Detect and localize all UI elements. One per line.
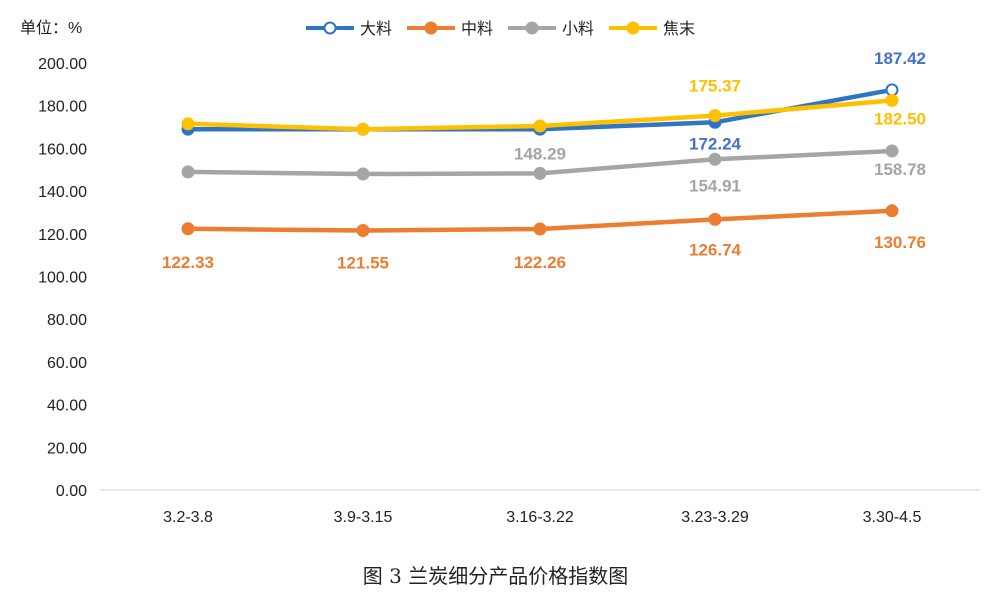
y-tick-label: 200.00 — [38, 56, 87, 73]
data-label: 122.33 — [162, 253, 214, 272]
y-axis: 0.00 20.00 40.00 60.00 80.00 100.00 120.00 140.… — [38, 56, 87, 500]
legend: 大料 中料 小料 焦末 — [306, 20, 695, 38]
series-lines — [181, 83, 899, 237]
y-tick-label: 0.00 — [56, 483, 87, 500]
data-label: 121.55 — [337, 253, 389, 272]
legend-entry: 中料 — [461, 20, 493, 38]
data-point — [356, 167, 370, 181]
data-label: 126.74 — [689, 240, 742, 259]
data-labels: 172.24 187.42 122.33 121.55 122.26 126.74 130.… — [162, 49, 926, 273]
unit-label: 单位：% — [20, 19, 82, 37]
x-tick-label: 3.16-3.22 — [506, 509, 574, 526]
legend-marker — [525, 21, 539, 35]
data-point — [181, 165, 195, 179]
data-label: 172.24 — [689, 134, 742, 153]
data-point — [533, 166, 547, 180]
data-point — [885, 144, 899, 158]
x-tick-label: 3.30-4.5 — [863, 509, 922, 526]
data-label: 122.26 — [514, 253, 566, 272]
x-tick-label: 3.23-3.29 — [681, 509, 749, 526]
x-tick-label: 3.9-3.15 — [334, 509, 393, 526]
y-tick-label: 40.00 — [47, 398, 87, 415]
data-point — [181, 222, 195, 236]
legend-entry: 大料 — [360, 20, 392, 38]
legend-marker — [323, 21, 337, 35]
legend-marker — [424, 21, 438, 35]
data-point — [885, 204, 899, 218]
data-point — [533, 222, 547, 236]
y-tick-label: 100.00 — [38, 270, 87, 287]
y-tick-label: 140.00 — [38, 184, 87, 201]
data-point — [708, 109, 722, 123]
y-tick-label: 80.00 — [47, 312, 87, 329]
data-point — [885, 83, 899, 97]
legend-entry: 焦末 — [663, 20, 695, 38]
data-point — [708, 212, 722, 226]
data-point — [533, 119, 547, 133]
legend-entry: 小料 — [562, 20, 594, 38]
data-label: 130.76 — [874, 233, 926, 252]
data-point — [708, 152, 722, 166]
data-label: 148.29 — [514, 144, 566, 163]
x-axis: 3.2-3.8 3.9-3.15 3.16-3.22 3.23-3.29 3.30-4.… — [163, 509, 921, 526]
figure-caption: 图 3 兰炭细分产品价格指数图 — [362, 564, 629, 588]
data-point — [181, 117, 195, 131]
data-label: 187.42 — [874, 49, 926, 68]
legend-marker — [626, 21, 640, 35]
data-point — [356, 224, 370, 237]
y-tick-label: 60.00 — [47, 355, 87, 372]
y-tick-label: 180.00 — [38, 99, 87, 116]
data-label: 158.78 — [874, 160, 926, 179]
data-point — [885, 93, 899, 107]
x-tick-label: 3.2-3.8 — [163, 509, 213, 526]
y-tick-label: 160.00 — [38, 141, 87, 158]
data-point — [356, 122, 370, 136]
data-label: 154.91 — [689, 176, 741, 195]
data-label: 175.37 — [689, 77, 741, 96]
y-tick-label: 120.00 — [38, 227, 87, 244]
y-tick-label: 20.00 — [47, 440, 87, 457]
data-label: 182.50 — [874, 109, 926, 128]
